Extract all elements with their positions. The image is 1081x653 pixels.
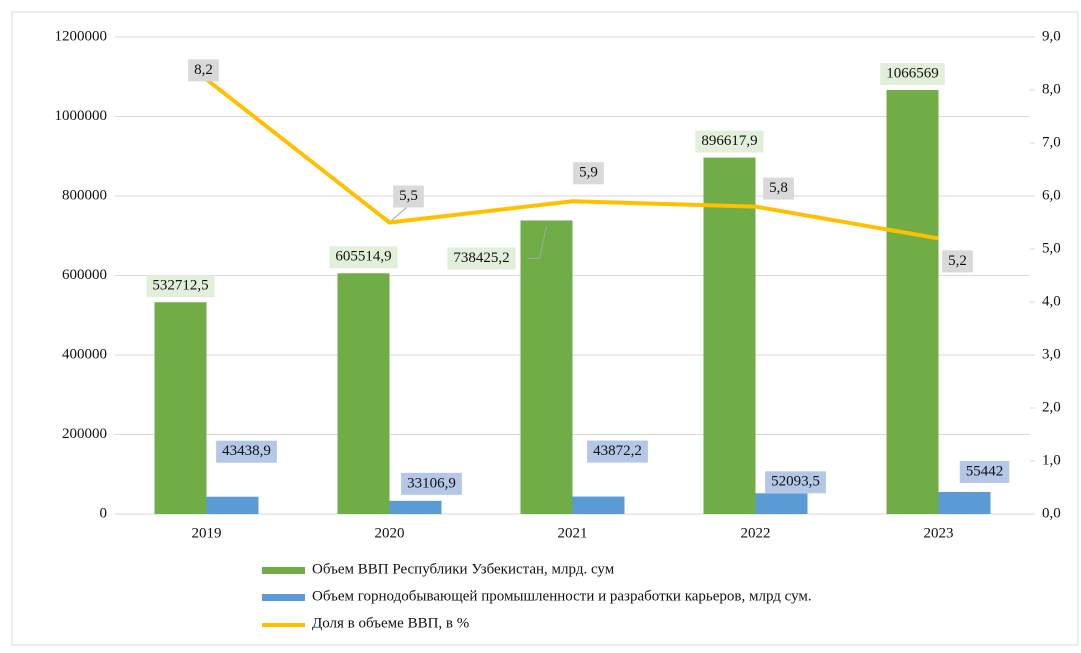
- data-label: 52093,5: [771, 474, 820, 490]
- data-label: 55442: [966, 463, 1004, 479]
- bar: [572, 496, 625, 514]
- data-label: 1066569: [886, 65, 939, 81]
- y2-tick-label: 7,0: [1042, 134, 1061, 150]
- data-label-bg: [447, 247, 516, 270]
- y-tick-label: 400000: [62, 346, 107, 362]
- data-label-bg: [573, 162, 604, 185]
- data-label-bg: [695, 130, 764, 153]
- bar: [337, 273, 390, 514]
- bar: [154, 302, 207, 514]
- x-tick-label: 2019: [192, 525, 222, 541]
- legend-swatch: [262, 594, 305, 601]
- data-label-bg: [763, 177, 794, 200]
- legend-label: Объем горнодобывающей промышленности и р…: [312, 588, 812, 604]
- bar: [520, 220, 573, 514]
- x-tick-label: 2022: [741, 525, 771, 541]
- y2-tick-label: 2,0: [1042, 399, 1061, 415]
- line-series: [205, 77, 939, 241]
- y-tick-label: 1000000: [55, 108, 108, 124]
- data-label: 5,9: [579, 165, 598, 181]
- data-label-bg: [401, 472, 462, 495]
- bar: [703, 157, 756, 514]
- data-label-bg: [587, 440, 648, 463]
- data-label: 605514,9: [335, 249, 391, 265]
- data-label: 8,2: [194, 62, 213, 78]
- y2-tick-label: 6,0: [1042, 187, 1061, 203]
- data-label-bg: [146, 275, 215, 298]
- y2-tick-label: 9,0: [1042, 28, 1061, 44]
- y2-tick-label: 0,0: [1042, 505, 1061, 521]
- bar: [755, 493, 808, 514]
- y-tick-label: 600000: [62, 267, 107, 283]
- y2-tick-label: 4,0: [1042, 293, 1061, 309]
- data-label-bg: [880, 63, 945, 86]
- bar: [389, 500, 442, 514]
- y2-tick-label: 8,0: [1042, 81, 1061, 97]
- data-label-bg: [942, 250, 973, 273]
- data-label-bg: [216, 440, 277, 463]
- y-tick-label: 200000: [62, 426, 107, 442]
- y2-tick-label: 3,0: [1042, 346, 1061, 362]
- data-label-bg: [765, 471, 826, 494]
- data-label: 43872,2: [593, 443, 642, 459]
- legend-label: Объем ВВП Республики Узбекистан, млрд. с…: [312, 561, 615, 577]
- x-tick-label: 2023: [924, 525, 954, 541]
- bar: [206, 496, 259, 514]
- data-label-bg: [393, 185, 424, 208]
- legend-label: Доля в объеме ВВП, в %: [312, 615, 469, 631]
- y-tick-label: 800000: [62, 187, 107, 203]
- y-tick-label: 0: [100, 505, 108, 521]
- data-label-bg: [188, 59, 219, 82]
- y2-tick-label: 5,0: [1042, 240, 1061, 256]
- bar: [938, 491, 991, 514]
- data-label: 5,5: [399, 188, 418, 204]
- leader-line: [527, 226, 547, 259]
- data-label-bg: [959, 460, 1010, 483]
- data-label: 896617,9: [701, 133, 757, 149]
- data-label: 5,2: [948, 253, 967, 269]
- legend-swatch: [262, 567, 305, 574]
- x-tick-label: 2021: [558, 525, 588, 541]
- bar: [886, 90, 939, 515]
- data-label: 5,8: [769, 180, 788, 196]
- y2-tick-label: 1,0: [1042, 452, 1061, 468]
- data-label: 532712,5: [152, 278, 208, 294]
- leader-line: [391, 207, 407, 221]
- y-tick-label: 1200000: [55, 28, 108, 44]
- data-label: 33106,9: [407, 475, 456, 491]
- x-tick-label: 2020: [375, 525, 405, 541]
- data-label-bg: [329, 246, 398, 269]
- data-label: 738425,2: [453, 250, 509, 266]
- data-label: 43438,9: [222, 443, 271, 459]
